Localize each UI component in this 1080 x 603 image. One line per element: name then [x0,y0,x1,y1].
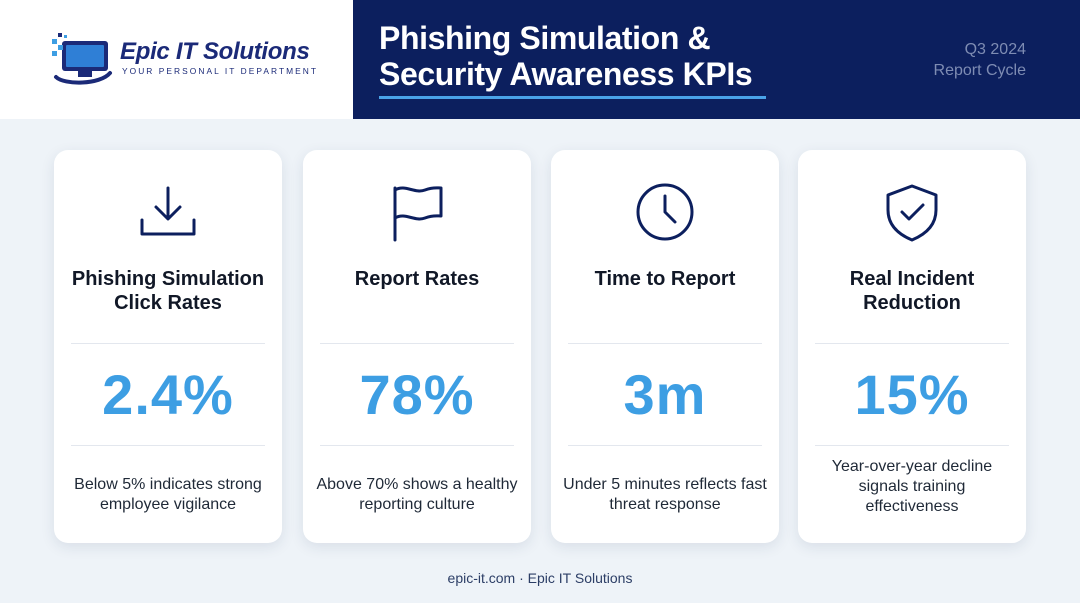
header: Epic IT Solutions YOUR PERSONAL IT DEPAR… [0,0,1080,119]
divider [320,445,514,446]
kpi-value: 15% [854,363,970,426]
kpi-value: 2.4% [102,363,234,426]
page-title: Phishing Simulation & Security Awareness… [379,20,753,92]
title-panel: Phishing Simulation & Security Awareness… [353,0,1080,119]
divider [568,343,762,344]
brand-tagline: YOUR PERSONAL IT DEPARTMENT [122,66,319,76]
kpi-value: 3m [623,363,707,426]
kpi-description: Under 5 minutes reflects fast threat res… [563,476,767,513]
kpi-title: Report Rates [354,268,480,290]
kpi-description: Year-over-year decline signals training … [831,458,993,515]
download-icon [140,186,196,236]
kpi-title: Real Incident Reduction [849,268,975,314]
kpi-card-click-rates: Phishing Simulation Click Rates 2.4% Bel… [54,150,282,543]
page-title-line-2: Security Awareness KPIs [379,56,753,92]
divider [815,445,1009,446]
kpi-description: Above 70% shows a healthy reporting cult… [316,476,518,513]
kpi-title: Phishing Simulation Click Rates [71,268,265,314]
brand-name: Epic IT Solutions [120,38,310,65]
divider [568,445,762,446]
logo-panel: Epic IT Solutions YOUR PERSONAL IT DEPAR… [0,0,353,119]
divider [71,343,265,344]
divider [320,343,514,344]
monitor-logo-icon [52,33,112,85]
title-underline [379,96,766,99]
kpi-title: Time to Report [594,268,736,290]
clock-icon [636,183,694,241]
kpi-value: 78% [359,363,475,426]
kpi-card-time-to-report: Time to Report 3m Under 5 minutes reflec… [551,150,779,543]
kpi-description: Below 5% indicates strong employee vigil… [74,476,262,513]
flag-icon [393,186,443,242]
footer-credit: epic-it.com · Epic IT Solutions [447,570,633,586]
page-title-line-1: Phishing Simulation & [379,20,711,56]
shield-check-icon [886,184,938,242]
report-cycle: Q3 2024 Report Cycle [934,39,1026,81]
divider [815,343,1009,344]
report-cycle-label: Report Cycle [933,62,1026,79]
report-cycle-period: Q3 2024 [964,41,1026,58]
kpi-card-report-rates: Report Rates 78% Above 70% shows a healt… [303,150,531,543]
divider [71,445,265,446]
kpi-card-incident-reduction: Real Incident Reduction 15% Year-over-ye… [798,150,1026,543]
